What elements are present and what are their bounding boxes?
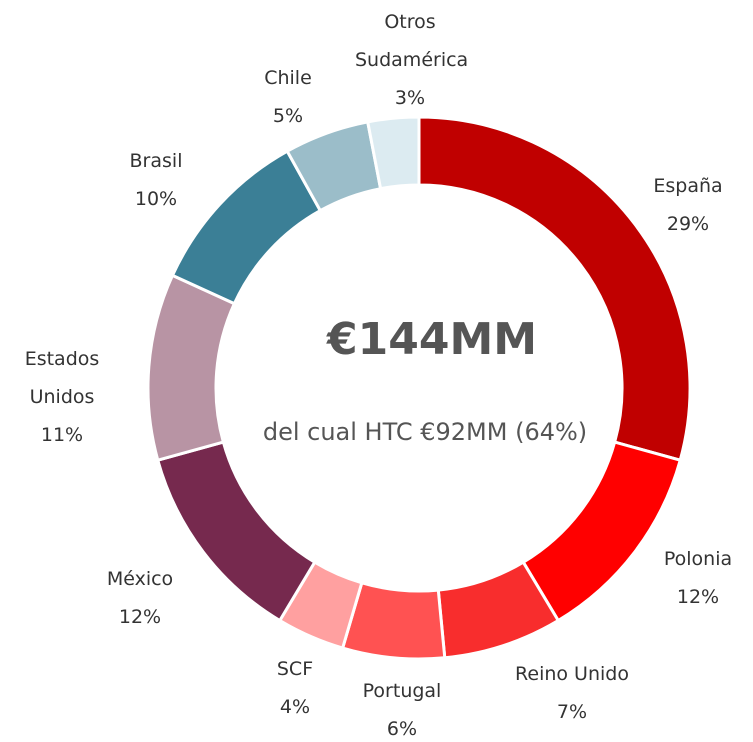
value-label: 10% (134, 188, 178, 210)
slice-label: Brasil 10% (130, 142, 183, 218)
slice-label: México 12% (107, 560, 173, 636)
donut-segment (365, 115, 421, 191)
category-label: Otros Sudamérica (355, 11, 469, 71)
slice-label: España 29% (653, 167, 722, 243)
value-label: 12% (676, 586, 720, 608)
donut-segment (521, 440, 683, 623)
center-title: €144MM (326, 314, 537, 365)
donut-segment (155, 440, 317, 623)
category-label: Brasil (129, 150, 183, 172)
category-label: Polonia (663, 548, 733, 570)
value-label: 5% (272, 105, 304, 127)
slice-label: Polonia 12% (664, 540, 732, 616)
donut-segment (417, 115, 692, 463)
category-label: México (106, 568, 174, 590)
slice-label: Otros Sudamérica 3% (355, 3, 469, 117)
value-label: 6% (386, 718, 418, 740)
category-label: SCF (276, 658, 314, 680)
category-label: Portugal (362, 680, 442, 702)
donut-segment (146, 273, 237, 463)
value-label: 7% (556, 701, 588, 723)
category-label: España (653, 175, 723, 197)
category-label: Reino Unido (515, 663, 629, 685)
value-label: 4% (279, 696, 311, 718)
slice-label: Chile 5% (264, 59, 312, 135)
slice-label: Estados Unidos 11% (17, 340, 107, 454)
slice-label: SCF 4% (277, 650, 313, 726)
category-label: Estados Unidos (24, 348, 100, 408)
value-label: 11% (40, 424, 84, 446)
value-label: 12% (118, 606, 162, 628)
slice-label: Portugal 6% (363, 672, 442, 742)
center-subtitle: del cual HTC €92MM (64%) (263, 418, 587, 446)
value-label: 29% (666, 213, 710, 235)
value-label: 3% (394, 87, 426, 109)
donut-segment (170, 149, 323, 306)
slice-label: Reino Unido 7% (515, 655, 629, 731)
category-label: Chile (264, 67, 312, 89)
